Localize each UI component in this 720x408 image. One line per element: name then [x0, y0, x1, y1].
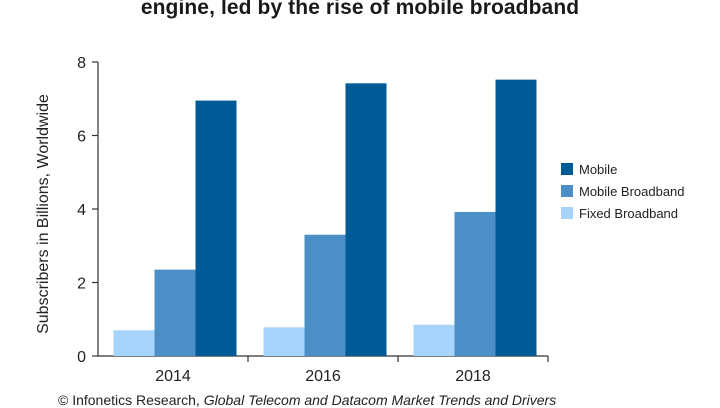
bar-fixed-broadband-2014 — [113, 330, 155, 356]
bar-mobile-2014 — [195, 100, 237, 357]
bar-fixed-broadband-2018 — [413, 324, 455, 356]
x-tick-label: 2018 — [455, 368, 491, 385]
legend-swatch-mobile — [561, 163, 573, 175]
y-tick-label: 0 — [77, 349, 86, 366]
y-tick-label: 2 — [77, 276, 86, 293]
source-footer: © Infonetics Research, Global Telecom an… — [58, 392, 556, 408]
legend-label-mobile: Mobile — [579, 162, 617, 177]
legend-swatch-fixed-broadband — [561, 207, 573, 219]
footer-prefix: © Infonetics Research, — [58, 392, 200, 408]
y-axis-label: Subscribers in Billions, Worldwide — [35, 94, 52, 334]
bar-fixed-broadband-2016 — [263, 327, 305, 356]
legend-label-mobile-broadband: Mobile Broadband — [579, 184, 685, 199]
bar-mobile-broadband-2018 — [454, 211, 496, 356]
chart-title: engine, led by the rise of mobile broadb… — [140, 0, 580, 19]
bar-mobile-broadband-2016 — [304, 234, 346, 356]
chart-axes: 0 2 4 6 8 Subscribers in Billions, Worldwide 2… — [35, 55, 549, 385]
legend-swatch-mobile-broadband — [561, 185, 573, 197]
footer-report-name: Global Telecom and Datacom Market Trends… — [203, 392, 557, 408]
y-tick-label: 6 — [77, 129, 86, 146]
x-tick-label: 2014 — [155, 368, 191, 385]
bar-mobile-2016 — [345, 83, 387, 356]
chart-legend: Mobile Mobile Broadband Fixed Broadband — [561, 162, 685, 221]
y-tick-label: 8 — [77, 55, 86, 72]
bar-mobile-2018 — [495, 79, 537, 356]
y-tick-label: 4 — [77, 202, 86, 219]
chart-bars — [113, 79, 537, 357]
bar-mobile-broadband-2014 — [154, 269, 196, 356]
x-tick-label: 2016 — [305, 368, 341, 385]
legend-label-fixed-broadband: Fixed Broadband — [579, 206, 678, 221]
